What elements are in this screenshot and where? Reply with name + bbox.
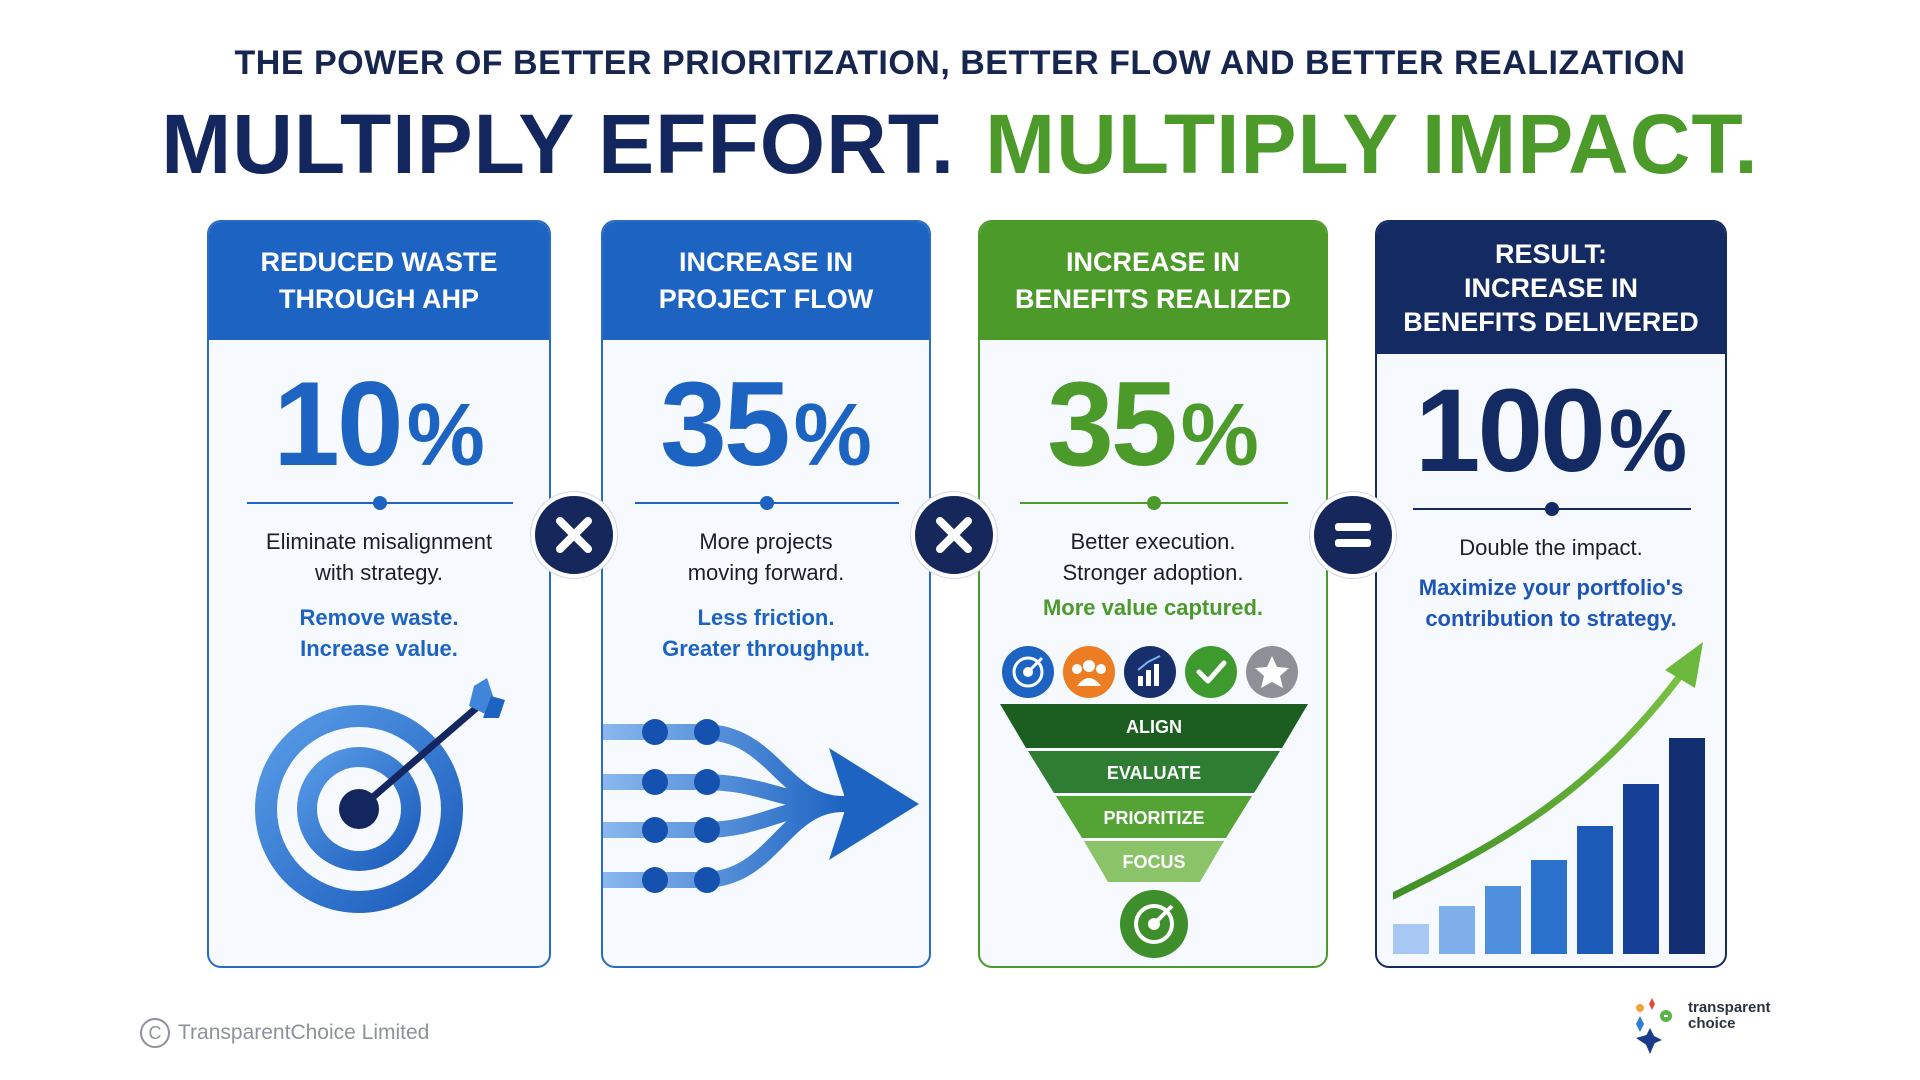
card-header-line: INCREASE IN bbox=[678, 247, 854, 277]
brand-line: choice bbox=[1688, 1015, 1736, 1032]
description-line: Stronger adoption. bbox=[1062, 560, 1244, 585]
funnel-step-prioritize: PRIORITIZE bbox=[1103, 808, 1204, 828]
card-description: More projects moving forward. bbox=[603, 526, 929, 588]
description-line: More projects bbox=[699, 529, 833, 554]
accent-line: Increase value. bbox=[300, 636, 458, 661]
card-header-line: BENEFITS DELIVERED bbox=[1403, 307, 1699, 337]
card-accent: Maximize your portfolio's contribution t… bbox=[1377, 572, 1725, 634]
description-line: Eliminate misalignment bbox=[265, 529, 493, 554]
divider-dot bbox=[1545, 502, 1559, 516]
card-header-line: INCREASE IN bbox=[1463, 273, 1639, 303]
card-accent: More value captured. bbox=[980, 592, 1326, 623]
copyright-text: TransparentChoice Limited bbox=[178, 1021, 430, 1044]
card-metric: 35% bbox=[980, 364, 1326, 484]
card-description: Eliminate misalignment with strategy. bbox=[209, 526, 549, 588]
accent-line: Maximize your portfolio's bbox=[1418, 575, 1684, 600]
divider bbox=[1020, 496, 1288, 510]
card-metric: 10% bbox=[209, 364, 549, 484]
copyright: C TransparentChoice Limited bbox=[140, 1018, 429, 1048]
card-header-line: INCREASE IN bbox=[1065, 247, 1241, 277]
team-icon bbox=[1063, 646, 1115, 698]
multiply-glyph bbox=[936, 517, 972, 553]
divider bbox=[635, 496, 899, 510]
card-accent: Remove waste. Increase value. bbox=[209, 602, 549, 664]
card-description: Double the impact. bbox=[1377, 532, 1725, 563]
funnel: ALIGN EVALUATE PRIORITIZE FOCUS bbox=[1000, 704, 1308, 958]
divider-dot bbox=[760, 496, 774, 510]
accent-line: Less friction. bbox=[697, 605, 835, 630]
divider-dot bbox=[373, 496, 387, 510]
metric-unit: % bbox=[406, 385, 485, 484]
card-reduced-waste: REDUCED WASTE THROUGH AHP 10% Eliminate … bbox=[207, 220, 551, 968]
description-line: moving forward. bbox=[687, 560, 845, 585]
card-header: INCREASE IN BENEFITS REALIZED bbox=[980, 222, 1326, 340]
growth-chart-icon bbox=[1393, 642, 1705, 954]
multiply-icon bbox=[531, 492, 617, 578]
accent-line: Greater throughput. bbox=[662, 636, 870, 661]
headline-impact: MULTIPLY IMPACT. bbox=[985, 97, 1759, 191]
card-metric: 100% bbox=[1377, 372, 1725, 490]
card-header-line: PROJECT FLOW bbox=[658, 284, 874, 314]
accent-line: contribution to strategy. bbox=[1425, 606, 1677, 631]
brand-logo-icon bbox=[1636, 998, 1672, 1054]
divider bbox=[247, 496, 513, 510]
star-icon bbox=[1246, 646, 1298, 698]
funnel-step-align: ALIGN bbox=[1126, 717, 1182, 737]
copyright-icon: C bbox=[140, 1018, 170, 1048]
chart-icon bbox=[1124, 646, 1176, 698]
brand-line: transparent bbox=[1688, 999, 1771, 1016]
description-line: Better execution. bbox=[1070, 529, 1236, 554]
target-icon bbox=[255, 678, 505, 913]
metric-number: 100 bbox=[1414, 365, 1606, 497]
card-project-flow: INCREASE IN PROJECT FLOW 35% More projec… bbox=[601, 220, 931, 968]
check-icon bbox=[1185, 646, 1237, 698]
card-metric: 35% bbox=[603, 364, 929, 484]
target-icon bbox=[1120, 890, 1188, 958]
metric-unit: % bbox=[793, 385, 872, 484]
card-description: Better execution. Stronger adoption. bbox=[980, 526, 1326, 588]
equals-glyph bbox=[1335, 523, 1371, 547]
card-header-line: REDUCED WASTE bbox=[260, 247, 498, 277]
divider-dot bbox=[1147, 496, 1161, 510]
card-header-line: BENEFITS REALIZED bbox=[1014, 284, 1291, 314]
target-icon bbox=[1002, 646, 1054, 698]
card-header: REDUCED WASTE THROUGH AHP bbox=[209, 222, 549, 340]
divider bbox=[1413, 502, 1691, 516]
brand-name: transparent choice bbox=[1688, 1000, 1771, 1032]
equals-icon bbox=[1310, 492, 1396, 578]
benefit-icons-row bbox=[1002, 646, 1298, 698]
metric-number: 35 bbox=[1047, 357, 1177, 491]
multiply-icon bbox=[911, 492, 997, 578]
funnel-step-evaluate: EVALUATE bbox=[1107, 763, 1201, 783]
metric-unit: % bbox=[1608, 391, 1688, 490]
accent-line: More value captured. bbox=[1042, 595, 1264, 620]
card-accent: Less friction. Greater throughput. bbox=[603, 602, 929, 664]
card-benefits-delivered: RESULT: INCREASE IN BENEFITS DELIVERED 1… bbox=[1375, 220, 1727, 968]
headline-effort: MULTIPLY EFFORT. bbox=[161, 97, 956, 191]
metric-unit: % bbox=[1180, 385, 1259, 484]
funnel-step-focus: FOCUS bbox=[1123, 852, 1186, 872]
card-header: RESULT: INCREASE IN BENEFITS DELIVERED bbox=[1377, 222, 1725, 354]
multiply-glyph bbox=[556, 517, 592, 553]
metric-number: 10 bbox=[273, 357, 403, 491]
headline: MULTIPLY EFFORT. MULTIPLY IMPACT. bbox=[0, 96, 1920, 193]
card-header: INCREASE IN PROJECT FLOW bbox=[603, 222, 929, 340]
accent-line: Remove waste. bbox=[299, 605, 459, 630]
subtitle: THE POWER OF BETTER PRIORITIZATION, BETT… bbox=[234, 44, 1686, 82]
card-benefits-realized: INCREASE IN BENEFITS REALIZED 35% Better… bbox=[978, 220, 1328, 968]
flow-arrows-icon bbox=[603, 719, 919, 893]
card-header-line: RESULT: bbox=[1495, 239, 1607, 269]
description-line: with strategy. bbox=[315, 560, 443, 585]
card-header-line: THROUGH AHP bbox=[279, 284, 479, 314]
description-line: Double the impact. bbox=[1459, 535, 1643, 560]
metric-number: 35 bbox=[660, 357, 790, 491]
